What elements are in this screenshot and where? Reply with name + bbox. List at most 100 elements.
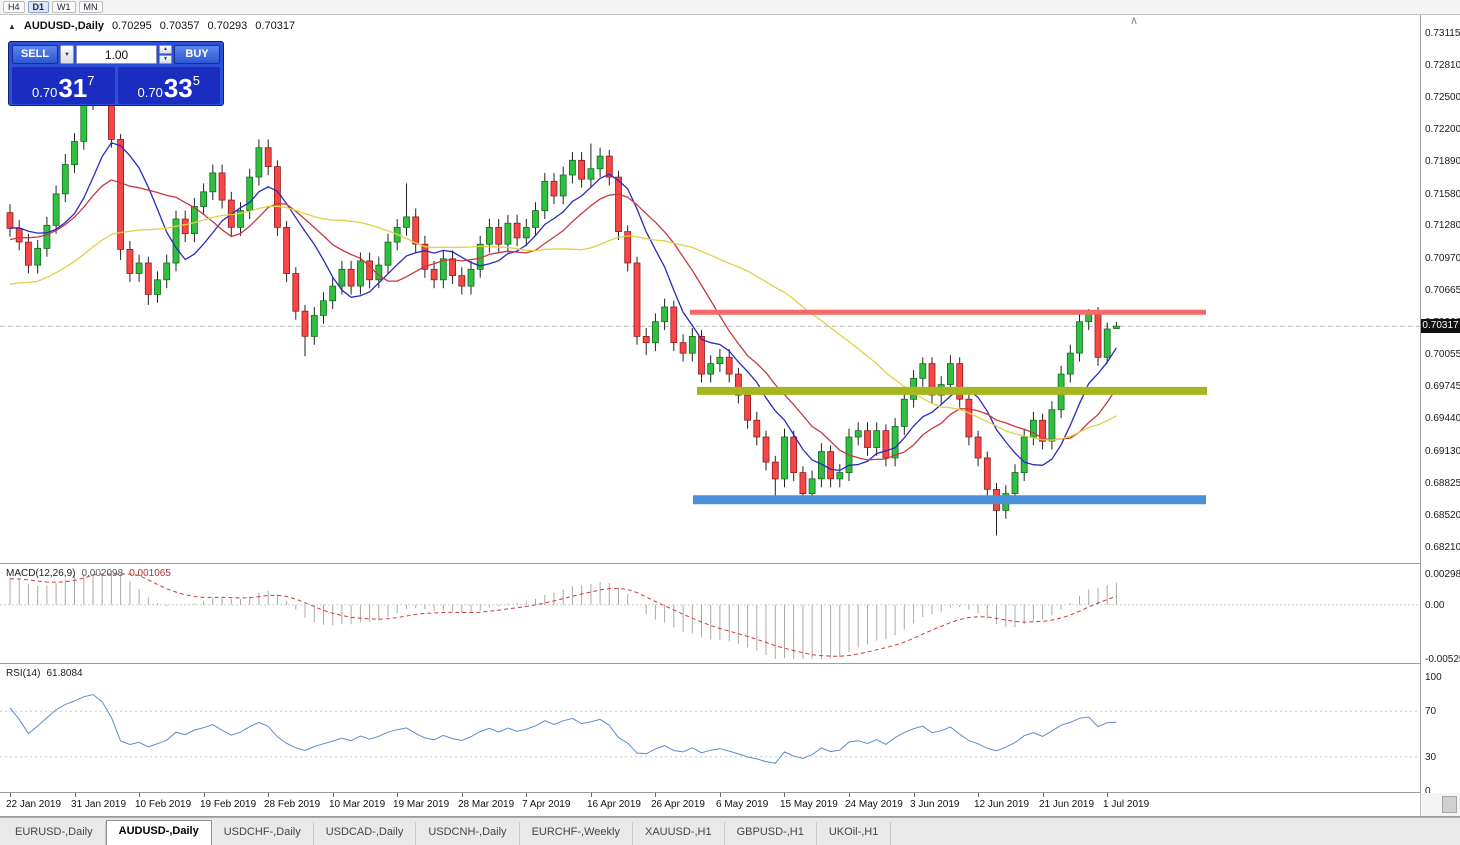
macd-label: MACD(12,26,9) 0.002098 0.001065	[6, 568, 171, 579]
chart-symbol-label: AUDUSD-,Daily	[23, 20, 104, 32]
panel-separator	[0, 563, 1460, 564]
timeframe-button-mn[interactable]: MN	[78, 1, 103, 13]
time-axis-label: 21 Jun 2019	[1039, 799, 1095, 810]
scale-label: 0.70665	[1425, 284, 1460, 296]
rsi-label: RSI(14) 61.8084	[6, 668, 83, 679]
chart-tab-audusd-daily[interactable]: AUDUSD-,Daily	[105, 820, 212, 845]
macd-main-value: 0.002098	[81, 568, 124, 579]
volume-stepper: ▲ ▼	[159, 45, 172, 64]
time-axis-label: 31 Jan 2019	[71, 799, 127, 810]
scale-label: 0.002984	[1425, 569, 1460, 580]
buy-price[interactable]: 0.70 33 5	[117, 67, 220, 104]
scale-label: 0.71890	[1425, 156, 1460, 168]
time-axis-tick	[720, 793, 721, 797]
scale-label: 0.69745	[1425, 381, 1460, 393]
chart-tab-bar: EURUSD-,Daily AUDUSD-,Daily USDCHF-,Daily U…	[0, 817, 1460, 845]
scale-label: 0.00	[1425, 599, 1445, 611]
scale-label: 0.72200	[1425, 123, 1460, 135]
macd-signal-value: 0.001065	[129, 568, 171, 579]
scale-label: 0.69130	[1425, 445, 1460, 457]
trade-controls-row: SELL ▼ ▲ ▼ BUY	[12, 45, 220, 64]
time-axis-tick	[268, 793, 269, 797]
chart-quick-menu-icon[interactable]: ∧	[1129, 15, 1139, 27]
ohlc-close: 0.70317	[255, 20, 296, 32]
time-axis-label: 16 Apr 2019	[587, 799, 641, 810]
sell-price-prefix: 0.70	[32, 85, 58, 100]
buy-price-pips: 33	[163, 73, 193, 103]
scale-label: 100	[1425, 672, 1442, 683]
resize-grip[interactable]	[1442, 796, 1457, 813]
panel-separator	[0, 663, 1460, 664]
chart-ohlc-header: ▲ AUDUSD-,Daily 0.70295 0.70357 0.70293 …	[8, 20, 295, 32]
scale-label: 0.68825	[1425, 477, 1460, 489]
time-axis-tick	[526, 793, 527, 797]
time-axis-tick	[139, 793, 140, 797]
rsi-value: 61.8084	[46, 668, 83, 679]
time-axis-tick	[784, 793, 785, 797]
time-axis-label: 26 Apr 2019	[651, 799, 705, 810]
ohlc-high: 0.70357	[159, 20, 200, 32]
timeframe-button-w1[interactable]: W1	[52, 1, 76, 13]
chart-tab-gbpusd-h1[interactable]: GBPUSD-,H1	[725, 822, 817, 845]
chart-tab-usdchf-daily[interactable]: USDCHF-,Daily	[212, 822, 314, 845]
time-axis-label: 24 May 2019	[845, 799, 903, 810]
scale-label: 0.71280	[1425, 220, 1460, 232]
chart-tab-xauusd-h1[interactable]: XAUUSD-,H1	[633, 822, 725, 845]
panel-separator	[0, 816, 1460, 817]
volume-increase-button[interactable]: ▲	[159, 45, 172, 54]
chart-tab-eurusd-daily[interactable]: EURUSD-,Daily	[3, 822, 106, 845]
time-axis-label: 15 May 2019	[780, 799, 838, 810]
time-axis-tick	[1107, 793, 1108, 797]
time-axis-tick	[462, 793, 463, 797]
timeframe-button-d1[interactable]: D1	[27, 1, 50, 13]
time-axis-label: 28 Mar 2019	[458, 799, 515, 810]
scale-label: 0.72810	[1425, 59, 1460, 71]
macd-indicator-canvas[interactable]	[0, 564, 1420, 663]
scale-label: 0.69440	[1425, 413, 1460, 425]
price-chart-canvas[interactable]	[0, 15, 1420, 563]
time-axis-label: 3 Jun 2019	[910, 799, 960, 810]
sell-price-point: 7	[87, 73, 95, 88]
sell-price[interactable]: 0.70 31 7	[12, 67, 115, 104]
time-axis-tick	[1043, 793, 1044, 797]
timeframe-button-h4[interactable]: H4	[3, 1, 25, 13]
time-axis-label: 10 Feb 2019	[135, 799, 192, 810]
chart-tab-usdcnh-daily[interactable]: USDCNH-,Daily	[416, 822, 520, 845]
price-scale[interactable]: 0.73115 0.72810 0.72500 0.72200 0.71890 0.715…	[1420, 15, 1460, 797]
chart-tab-eurchf-weekly[interactable]: EURCHF-,Weekly	[520, 822, 633, 845]
scale-label: 0.71580	[1425, 188, 1460, 200]
sell-price-pips: 31	[58, 73, 88, 103]
ohlc-low: 0.70293	[207, 20, 248, 32]
time-axis-tick	[10, 793, 11, 797]
volume-decrease-button[interactable]: ▼	[159, 55, 172, 64]
scale-label: 30	[1425, 751, 1437, 763]
buy-button[interactable]: BUY	[174, 45, 220, 64]
scale-label: 0	[1425, 786, 1431, 797]
time-axis-tick	[849, 793, 850, 797]
rsi-indicator-canvas[interactable]	[0, 664, 1420, 792]
scale-label: 0.73115	[1425, 28, 1460, 39]
time-axis-label: 19 Feb 2019	[200, 799, 257, 810]
scale-label: 0.70055	[1425, 348, 1460, 360]
time-axis-tick	[978, 793, 979, 797]
symbol-trend-icon: ▲	[8, 21, 16, 31]
panel-separator	[0, 792, 1460, 793]
scale-label: 0.72500	[1425, 92, 1460, 104]
time-axis-tick	[655, 793, 656, 797]
volume-input[interactable]	[76, 45, 157, 64]
time-axis-tick	[75, 793, 76, 797]
time-axis-label: 10 Mar 2019	[329, 799, 386, 810]
scale-label: 70	[1425, 706, 1437, 718]
scale-label: -0.005256	[1425, 654, 1460, 665]
chart-tab-usdcad-daily[interactable]: USDCAD-,Daily	[314, 822, 417, 845]
volume-dropdown-button[interactable]: ▼	[60, 45, 74, 64]
sell-button[interactable]: SELL	[12, 45, 58, 64]
scale-label: 0.68210	[1425, 542, 1460, 553]
macd-name: MACD(12,26,9)	[6, 568, 76, 579]
time-axis-label: 6 May 2019	[716, 799, 769, 810]
chart-tab-ukoil-h1[interactable]: UKOil-,H1	[817, 822, 892, 845]
time-axis-tick	[914, 793, 915, 797]
buy-price-prefix: 0.70	[137, 85, 163, 100]
time-axis[interactable]: 22 Jan 2019 31 Jan 2019 10 Feb 2019 19 Feb …	[0, 793, 1420, 816]
